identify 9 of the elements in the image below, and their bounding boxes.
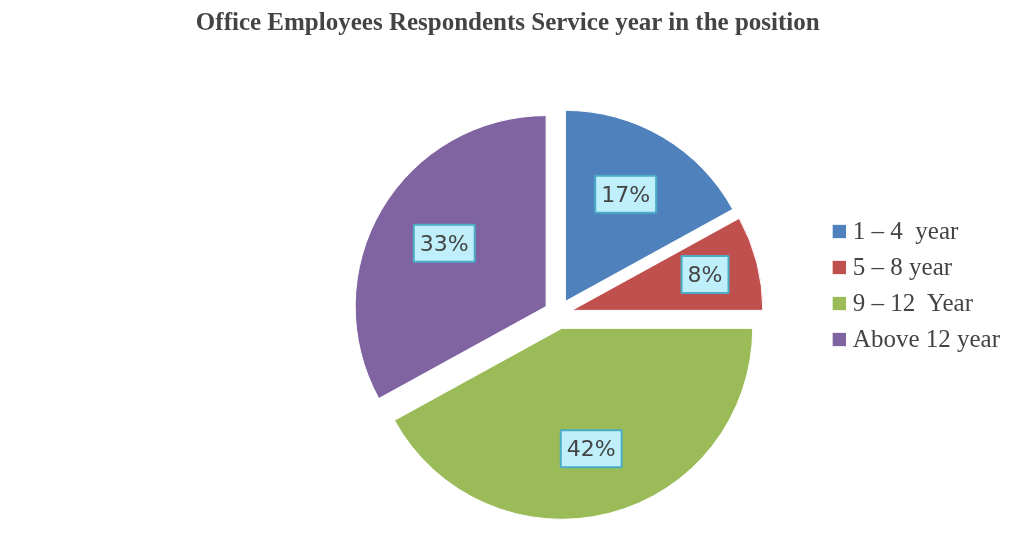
data-label: 33% [419,230,469,256]
data-label: 8% [687,261,723,287]
data-label: 42% [566,436,616,462]
legend-label: 9 – 12 Year [852,288,973,317]
legend-label: 1 – 4 year [852,216,959,245]
legend-label: 5 – 8 year [852,252,953,281]
chart-title: Office Employees Respondents Service year in the position [195,7,820,35]
data-label: 17% [601,181,651,207]
legend-label: Above 12 year [852,324,1000,353]
